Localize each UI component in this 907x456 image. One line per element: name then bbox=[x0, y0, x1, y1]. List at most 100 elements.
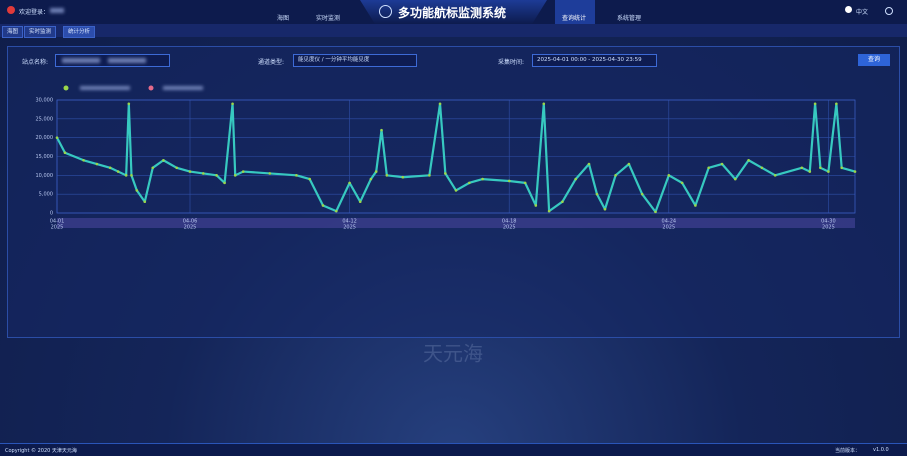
data-point bbox=[202, 172, 205, 175]
data-point bbox=[827, 170, 830, 173]
y-tick-label: 15,000 bbox=[36, 154, 54, 160]
data-point bbox=[135, 189, 139, 192]
data-point bbox=[151, 166, 155, 170]
data-point bbox=[454, 189, 458, 192]
data-point bbox=[667, 174, 671, 177]
data-point bbox=[468, 181, 471, 185]
tab[interactable]: 统计分析 bbox=[63, 26, 96, 38]
data-point bbox=[680, 181, 684, 185]
user-icon bbox=[7, 6, 15, 14]
data-point bbox=[694, 204, 697, 207]
version: v1.0.0 bbox=[873, 447, 889, 453]
data-point bbox=[523, 181, 527, 185]
data-point bbox=[853, 170, 857, 173]
x-tick-sublabel: 2025 bbox=[822, 225, 835, 231]
x-tick-label: 04-24 bbox=[662, 219, 677, 225]
legend-marker[interactable] bbox=[63, 85, 69, 91]
data-point bbox=[215, 174, 218, 177]
watermark: 天元海 bbox=[423, 342, 483, 366]
data-point bbox=[428, 174, 431, 177]
nav-item[interactable]: 查询统计 bbox=[562, 15, 587, 22]
data-point bbox=[231, 102, 234, 106]
x-tick-sublabel: 2025 bbox=[503, 225, 516, 231]
language[interactable]: 中文 bbox=[856, 9, 869, 16]
username bbox=[50, 8, 64, 13]
nav-item[interactable]: 海图 bbox=[277, 15, 290, 22]
data-point bbox=[707, 166, 710, 170]
legend-name[interactable] bbox=[80, 86, 130, 90]
data-point bbox=[358, 200, 362, 203]
data-point bbox=[175, 166, 178, 170]
station-label: 站点名称: bbox=[22, 59, 49, 66]
y-tick-label: 0 bbox=[50, 211, 53, 217]
zoom-slider[interactable] bbox=[57, 218, 855, 228]
nav-active bbox=[555, 0, 595, 24]
data-point bbox=[116, 170, 120, 173]
legend-name[interactable] bbox=[163, 86, 203, 90]
data-point bbox=[640, 192, 644, 196]
data-point bbox=[507, 179, 511, 183]
welcome: 欢迎登录： bbox=[19, 9, 50, 16]
data-point bbox=[840, 166, 843, 170]
data-point bbox=[130, 174, 133, 177]
data-point bbox=[335, 209, 338, 213]
x-tick-sublabel: 2025 bbox=[184, 225, 197, 231]
channel-select[interactable]: 能见度仪 / 一分钟平均能见度 bbox=[293, 54, 417, 67]
data-point bbox=[534, 204, 538, 207]
data-point bbox=[108, 166, 112, 170]
logo bbox=[379, 5, 392, 18]
channel-label: 通道类型: bbox=[258, 59, 285, 66]
data-point bbox=[127, 102, 131, 106]
data-point bbox=[438, 102, 442, 106]
data-point bbox=[63, 151, 67, 155]
nav-item[interactable]: 系统管理 bbox=[617, 15, 642, 22]
data-point bbox=[603, 207, 607, 211]
tab[interactable]: 海图 bbox=[2, 26, 24, 38]
data-point bbox=[348, 181, 351, 185]
data-point bbox=[223, 181, 226, 185]
app-title: 多功能航标监测系统 bbox=[398, 6, 507, 20]
nav-item[interactable]: 实时监测 bbox=[316, 15, 341, 22]
y-tick-label: 25,000 bbox=[36, 116, 54, 122]
data-point bbox=[542, 102, 546, 106]
data-point bbox=[734, 177, 737, 181]
y-tick-label: 10,000 bbox=[36, 173, 54, 179]
data-point bbox=[760, 166, 764, 170]
x-tick-label: 04-06 bbox=[183, 219, 198, 225]
data-point bbox=[241, 170, 245, 173]
station-select[interactable] bbox=[55, 54, 170, 67]
series-line bbox=[56, 102, 856, 213]
data-point bbox=[95, 162, 99, 166]
x-tick-label: 04-30 bbox=[821, 219, 836, 225]
data-point bbox=[385, 174, 389, 177]
x-tick-sublabel: 2025 bbox=[343, 225, 356, 231]
legend-marker[interactable] bbox=[148, 85, 154, 91]
data-point bbox=[380, 128, 383, 132]
data-point bbox=[614, 174, 617, 177]
tab[interactable]: 实时监测 bbox=[24, 26, 57, 38]
data-point bbox=[720, 162, 724, 166]
data-point bbox=[561, 200, 564, 203]
data-point bbox=[800, 166, 804, 170]
panel bbox=[7, 46, 900, 338]
data-point bbox=[747, 158, 750, 162]
tab-bar: 海图 实时监测 统计分析 bbox=[0, 24, 907, 38]
data-point bbox=[82, 158, 85, 162]
data-point bbox=[481, 177, 484, 181]
data-point bbox=[819, 166, 822, 170]
query-button[interactable]: 查询 bbox=[858, 54, 890, 66]
data-point bbox=[55, 136, 59, 139]
y-tick-label: 5,000 bbox=[39, 192, 53, 198]
x-tick-sublabel: 2025 bbox=[51, 225, 64, 231]
data-point bbox=[143, 200, 147, 203]
footer: Copyright © 2020 天津天元海 当前版本： v1.0.0 bbox=[0, 443, 907, 456]
copyright: Copyright © 2020 天津天元海 bbox=[5, 448, 77, 454]
data-point bbox=[268, 172, 272, 175]
x-tick-label: 04-01 bbox=[50, 219, 65, 225]
power-icon[interactable] bbox=[885, 7, 893, 15]
time-range[interactable]: 2025-04-01 00:00 - 2025-04-30 23:59 bbox=[532, 54, 657, 67]
data-point bbox=[808, 170, 812, 173]
data-point bbox=[233, 174, 237, 177]
y-tick-label: 30,000 bbox=[36, 98, 54, 104]
